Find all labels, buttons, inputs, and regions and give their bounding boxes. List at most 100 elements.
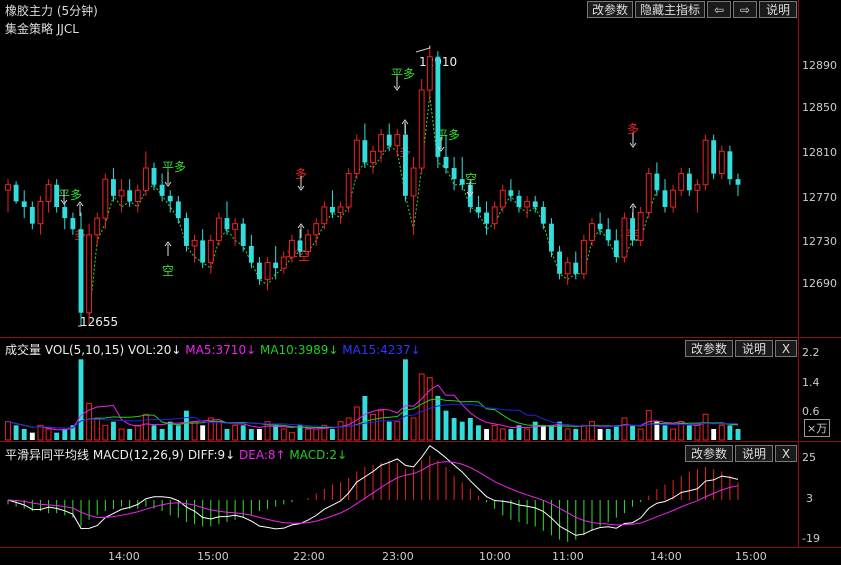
low-marker [78, 323, 82, 327]
candle-body [516, 195, 522, 207]
signal-arrow-head [393, 85, 401, 91]
volume-indicator-name: 成交量 VOL(5,10,15) VOL:20↓ MA5:3710↓ MA10:… [5, 341, 421, 358]
candle-body [418, 89, 425, 169]
volume-bar [735, 429, 741, 440]
candle-body [78, 229, 84, 313]
candle-body [670, 189, 677, 208]
volume-bar [118, 428, 125, 441]
volume-bar [386, 421, 392, 440]
macd-help-button[interactable]: 说明 [735, 445, 773, 462]
volume-y-tick: 1.4 [802, 376, 820, 389]
candle-body [175, 201, 181, 219]
volume-bar [232, 424, 239, 441]
candle-body [678, 173, 685, 191]
volume-bar [200, 425, 206, 440]
volume-bar [330, 429, 335, 440]
volume-bar [451, 418, 457, 440]
arrow-left-icon[interactable]: ⇦ [707, 1, 731, 18]
candle-body [151, 168, 157, 185]
candle-body [662, 190, 668, 207]
volume-bar [167, 421, 173, 440]
volume-bar [337, 421, 344, 441]
x-tick: 14:00 [108, 550, 140, 563]
candle-body [86, 234, 93, 314]
candle-body [580, 239, 587, 275]
volume-help-button[interactable]: 说明 [735, 340, 773, 357]
hide-indicator-button[interactable]: 隐藏主指标 [635, 1, 705, 18]
candle-body [273, 262, 279, 269]
candle-body [702, 139, 709, 186]
volume-bar [662, 425, 668, 440]
volume-bar [654, 421, 660, 440]
volume-bar [142, 413, 149, 441]
volume-bar [21, 429, 27, 440]
candle-body [694, 184, 701, 191]
y-tick: 12890 [802, 59, 837, 72]
x-tick: 23:00 [382, 550, 414, 563]
volume-bar [435, 396, 441, 440]
candle-body [264, 262, 271, 280]
candle-body [232, 223, 239, 230]
macd-indicator-name: 平滑异同平均线 MACD(12,26,9) DIFF:9↓ DEA:8↑ MAC… [5, 446, 347, 463]
strategy-name: 集金策略 JJCL [5, 22, 79, 36]
macd-params-button[interactable]: 改参数 [685, 445, 733, 462]
candle-body [313, 223, 320, 236]
candle-body [200, 240, 206, 263]
volume-bar [573, 429, 579, 440]
candle-body [5, 184, 11, 191]
volume-bar [410, 417, 417, 441]
signal-arrow-head [401, 119, 409, 125]
volume-bar [589, 421, 595, 441]
candle-body [613, 240, 619, 258]
candle-body [394, 134, 401, 147]
volume-params-button[interactable]: 改参数 [685, 340, 733, 357]
volume-y-tick: 0.6 [802, 405, 820, 418]
volume-bar [499, 428, 506, 441]
volume-bar [191, 421, 198, 441]
volume-close-button[interactable]: X [775, 340, 797, 357]
candle-body [13, 184, 19, 202]
macd-dea: DEA:8↑ [239, 448, 286, 462]
volume-bar [605, 429, 611, 440]
volume-bar [540, 425, 546, 440]
candle-body [499, 189, 506, 208]
candle-body [321, 206, 328, 225]
macd-close-button[interactable]: X [775, 445, 797, 462]
candle-body [345, 173, 352, 208]
candle-body [630, 218, 635, 241]
volume-bar [621, 417, 628, 441]
signal-arrow-head [629, 203, 637, 209]
signal-arrow-head [76, 201, 84, 207]
candle-body [718, 150, 725, 175]
volume-bar [459, 421, 465, 440]
candle-body [337, 206, 344, 214]
volume-name: 成交量 [5, 343, 42, 357]
volume-bar [645, 410, 652, 441]
volume-bar [443, 410, 449, 440]
volume-bar [151, 425, 157, 440]
candle-body [288, 239, 295, 258]
candle-body [370, 150, 376, 163]
candle-body [435, 56, 441, 157]
candle-body [21, 201, 27, 207]
candle-body [37, 200, 44, 225]
arrow-right-icon[interactable]: ⇨ [733, 1, 757, 18]
axis-separator [798, 0, 799, 548]
candle-body [362, 140, 368, 163]
candle-body [451, 168, 457, 180]
volume-ma15: MA15:4237↓ [342, 343, 421, 357]
help-button[interactable]: 说明 [759, 1, 797, 18]
signal-label: 空 [465, 172, 478, 186]
candle-body [45, 184, 52, 202]
candle-body [564, 262, 571, 275]
candle-body [167, 195, 173, 202]
volume-bar [532, 421, 538, 440]
y-tick: 12810 [802, 146, 837, 159]
params-button[interactable]: 改参数 [587, 1, 633, 18]
macd-params: MACD(12,26,9) [92, 448, 184, 462]
volume-vol: VOL:20↓ [127, 343, 182, 357]
volume-bar [257, 429, 262, 440]
volume-bar [564, 428, 571, 441]
volume-bar [29, 432, 35, 440]
